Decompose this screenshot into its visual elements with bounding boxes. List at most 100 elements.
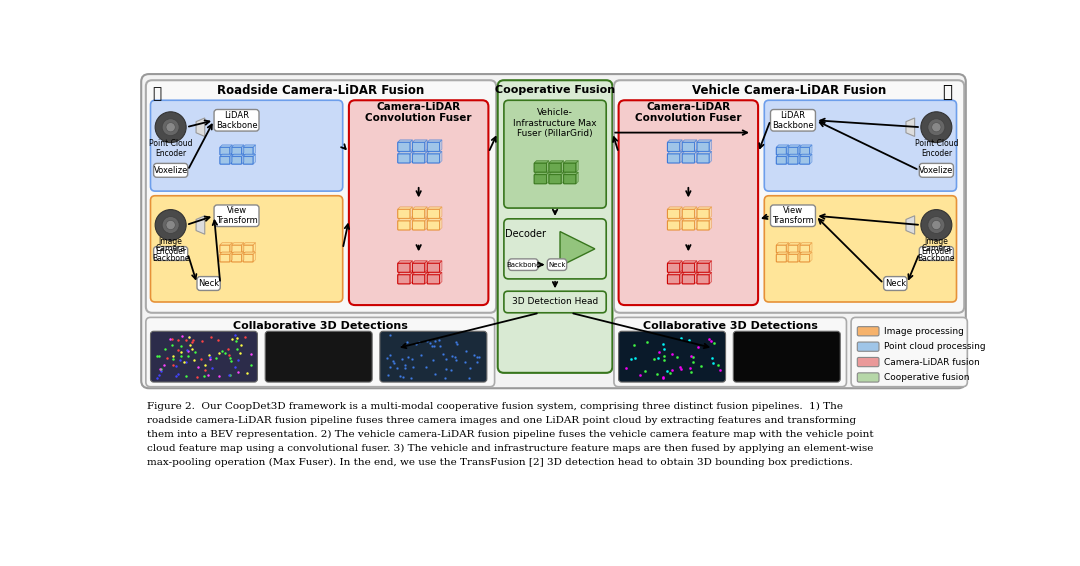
Polygon shape: [413, 261, 428, 263]
FancyBboxPatch shape: [504, 100, 606, 208]
FancyBboxPatch shape: [564, 163, 576, 172]
Text: max-pooling operation (Max Fuser). In the end, we use the TransFusion [2] 3D det: max-pooling operation (Max Fuser). In th…: [147, 457, 852, 466]
Polygon shape: [197, 216, 205, 234]
FancyBboxPatch shape: [413, 275, 424, 284]
Polygon shape: [906, 216, 915, 234]
FancyBboxPatch shape: [770, 109, 815, 131]
FancyBboxPatch shape: [349, 100, 488, 305]
Polygon shape: [220, 252, 232, 254]
Polygon shape: [679, 218, 683, 230]
Polygon shape: [667, 152, 683, 154]
FancyBboxPatch shape: [683, 263, 694, 272]
Polygon shape: [413, 140, 428, 142]
FancyBboxPatch shape: [667, 263, 679, 272]
Polygon shape: [440, 218, 442, 230]
FancyBboxPatch shape: [851, 318, 968, 387]
FancyBboxPatch shape: [266, 331, 373, 382]
Polygon shape: [230, 145, 232, 155]
FancyBboxPatch shape: [153, 247, 188, 260]
Polygon shape: [697, 272, 712, 275]
Polygon shape: [564, 161, 578, 163]
Polygon shape: [788, 154, 800, 156]
FancyBboxPatch shape: [141, 74, 966, 388]
Text: Neck: Neck: [885, 279, 906, 288]
Polygon shape: [413, 272, 428, 275]
Polygon shape: [710, 207, 712, 218]
Polygon shape: [410, 272, 413, 284]
FancyBboxPatch shape: [733, 331, 840, 382]
Polygon shape: [424, 207, 428, 218]
Polygon shape: [561, 231, 595, 266]
Circle shape: [928, 217, 945, 233]
FancyBboxPatch shape: [509, 259, 538, 271]
FancyBboxPatch shape: [153, 164, 188, 177]
Polygon shape: [230, 243, 232, 253]
FancyBboxPatch shape: [413, 142, 424, 152]
FancyBboxPatch shape: [397, 263, 410, 272]
Polygon shape: [786, 243, 788, 253]
Text: Neck: Neck: [549, 261, 566, 268]
Polygon shape: [231, 243, 244, 245]
Polygon shape: [799, 154, 812, 156]
Polygon shape: [243, 145, 256, 147]
FancyBboxPatch shape: [397, 221, 410, 230]
FancyBboxPatch shape: [243, 156, 253, 164]
FancyBboxPatch shape: [799, 156, 810, 164]
Polygon shape: [683, 207, 697, 209]
Polygon shape: [440, 140, 442, 152]
Polygon shape: [230, 154, 232, 164]
Text: Collaborative 3D Detections: Collaborative 3D Detections: [643, 321, 818, 331]
Polygon shape: [710, 261, 712, 272]
Polygon shape: [788, 243, 800, 245]
Polygon shape: [576, 172, 578, 184]
Circle shape: [162, 119, 179, 136]
FancyBboxPatch shape: [858, 358, 879, 367]
FancyBboxPatch shape: [220, 147, 230, 155]
Polygon shape: [549, 161, 564, 163]
Text: 📡: 📡: [152, 87, 161, 101]
FancyBboxPatch shape: [667, 209, 679, 218]
Text: LiDAR
Backbone: LiDAR Backbone: [772, 110, 814, 130]
Polygon shape: [230, 252, 232, 262]
Polygon shape: [242, 145, 244, 155]
Polygon shape: [410, 140, 413, 152]
FancyBboxPatch shape: [535, 163, 546, 172]
Text: Camera
Backbone: Camera Backbone: [152, 244, 189, 263]
Text: Camera-LiDAR
Convolution Fuser: Camera-LiDAR Convolution Fuser: [365, 102, 472, 123]
Polygon shape: [428, 261, 442, 263]
Polygon shape: [410, 218, 413, 230]
FancyBboxPatch shape: [243, 254, 253, 262]
Polygon shape: [786, 145, 788, 155]
Polygon shape: [697, 152, 712, 154]
Polygon shape: [564, 172, 578, 174]
Polygon shape: [397, 207, 413, 209]
FancyBboxPatch shape: [919, 247, 954, 260]
Polygon shape: [799, 145, 812, 147]
Text: Point Cloud
Encoder: Point Cloud Encoder: [915, 139, 958, 158]
FancyBboxPatch shape: [770, 205, 815, 226]
Text: 🚗: 🚗: [943, 83, 953, 101]
Polygon shape: [788, 252, 800, 254]
Polygon shape: [562, 161, 564, 172]
Polygon shape: [562, 172, 564, 184]
Polygon shape: [788, 145, 800, 147]
FancyBboxPatch shape: [777, 254, 786, 262]
FancyBboxPatch shape: [697, 142, 710, 152]
FancyBboxPatch shape: [683, 209, 694, 218]
FancyBboxPatch shape: [150, 331, 257, 382]
Polygon shape: [231, 252, 244, 254]
FancyBboxPatch shape: [197, 277, 220, 290]
FancyBboxPatch shape: [397, 142, 410, 152]
Text: Neck: Neck: [198, 279, 219, 288]
Polygon shape: [243, 252, 256, 254]
FancyBboxPatch shape: [788, 245, 798, 253]
Text: 3D Detection Head: 3D Detection Head: [512, 298, 598, 307]
Polygon shape: [710, 218, 712, 230]
Polygon shape: [786, 252, 788, 262]
FancyBboxPatch shape: [413, 154, 424, 163]
FancyBboxPatch shape: [765, 196, 957, 302]
Polygon shape: [697, 207, 712, 209]
Polygon shape: [694, 152, 697, 163]
Polygon shape: [777, 154, 788, 156]
FancyBboxPatch shape: [231, 147, 242, 155]
